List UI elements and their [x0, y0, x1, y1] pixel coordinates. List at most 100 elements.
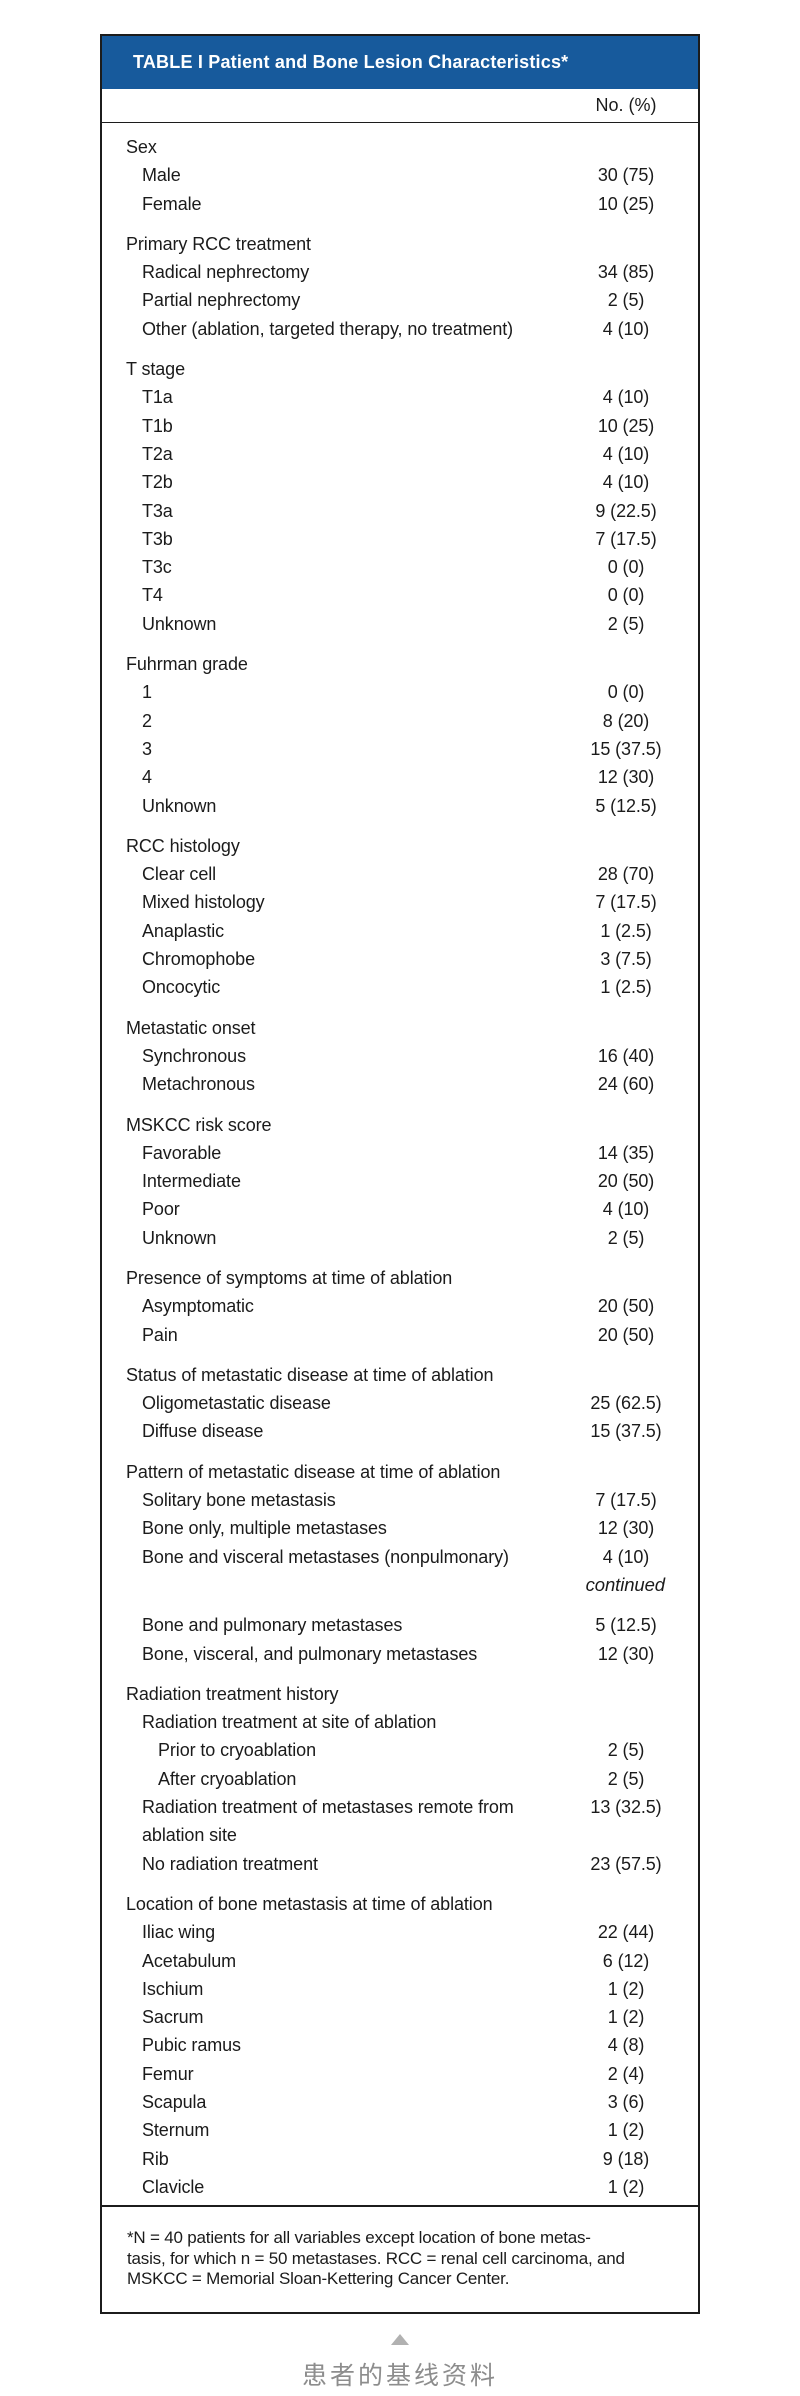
row-value: 10 (25): [597, 193, 655, 214]
section-label: MSKCC risk score: [126, 1114, 272, 1135]
row-value: 5 (12.5): [595, 795, 657, 816]
section-row: Status of metastatic disease at time of …: [102, 1361, 698, 1389]
row-value: 2 (5): [607, 1227, 645, 1248]
row-label: Pubic ramus: [142, 2035, 241, 2056]
section-label: Sex: [126, 137, 157, 157]
row-label: T3b: [142, 528, 173, 549]
table-row: Unknown 5 (12.5): [102, 792, 698, 820]
row-label: Femur: [142, 2063, 194, 2084]
row-value: 4 (10): [602, 472, 650, 493]
row-value: 3 (6): [607, 2092, 645, 2112]
section-label: Presence of symptoms at time of ablation: [126, 1267, 453, 1288]
row-value: 7 (17.5): [595, 892, 657, 913]
table-row: Male 30 (75): [102, 161, 698, 189]
table-row: T2b 4 (10): [102, 468, 698, 496]
row-value: 4 (10): [602, 1546, 650, 1567]
table-row: Anaplastic 1 (2.5): [102, 917, 698, 945]
table-card: TABLE I Patient and Bone Lesion Characte…: [100, 34, 700, 2314]
section-row: Radiation treatment history: [102, 1680, 698, 1708]
table-row: Bone and visceral metastases (nonpulmona…: [102, 1543, 698, 1571]
row-label: Iliac wing: [142, 1922, 216, 1943]
table-row: Synchronous 16 (40): [102, 1042, 698, 1070]
row-value: 2 (4): [607, 2063, 645, 2084]
row-label: Poor: [142, 1199, 180, 1220]
section-label: Metastatic onset: [126, 1017, 256, 1038]
row-value: 20 (50): [597, 1171, 655, 1192]
row-value: 24 (60): [597, 1074, 655, 1095]
row-label: After cryoablation: [158, 1768, 297, 1789]
row-value: 12 (30): [597, 767, 655, 788]
table-row: 1 0 (0): [102, 678, 698, 706]
table-row: Partial nephrectomy 2 (5): [102, 286, 698, 314]
table-row: No radiation treatment 23 (57.5): [102, 1850, 698, 1878]
row-label: Oncocytic: [142, 977, 221, 998]
row-label: Clear cell: [142, 864, 217, 885]
table-row: Rib 9 (18): [102, 2145, 698, 2173]
row-label: Anaplastic: [142, 920, 225, 941]
figure-caption: 患者的基线资料: [0, 2333, 800, 2392]
row-label: T1b: [142, 415, 173, 436]
table-row: 3 15 (37.5): [102, 735, 698, 763]
table-row: Radiation treatment of metastases remote…: [102, 1793, 698, 1850]
row-value: 1 (2): [607, 2007, 645, 2028]
table-body: Sex Male 30 (75) Female 10 (25) Primary RCC t…: [102, 123, 698, 2205]
section-row: T stage: [102, 355, 698, 383]
row-label: T2a: [142, 443, 173, 464]
table-row: Chromophobe 3 (7.5): [102, 945, 698, 973]
row-value: 2 (5): [607, 613, 645, 634]
row-value: 1 (2.5): [600, 977, 652, 998]
table-row: Metachronous 24 (60): [102, 1070, 698, 1098]
collapse-arrow-icon[interactable]: [391, 2333, 409, 2345]
row-value: 2 (5): [607, 1740, 645, 1761]
row-label: No radiation treatment: [142, 1853, 318, 1874]
row-label: Chromophobe: [142, 949, 255, 970]
row-label: Sternum: [142, 2120, 210, 2141]
section-label: T stage: [126, 359, 186, 380]
row-label: 3: [142, 738, 152, 759]
section-row: RCC histology: [102, 832, 698, 860]
table-row: Radiation treatment at site of ablation: [102, 1708, 698, 1736]
row-value: 30 (75): [597, 165, 655, 186]
footnote-line: MSKCC = Memorial Sloan-Kettering Cancer …: [127, 2269, 510, 2289]
table-row: Clear cell 28 (70): [102, 860, 698, 888]
table-title-bar: TABLE I Patient and Bone Lesion Characte…: [102, 36, 698, 89]
row-value: 23 (57.5): [590, 1853, 662, 1874]
section-label: Primary RCC treatment: [126, 233, 311, 254]
row-label: Scapula: [142, 2092, 207, 2112]
section-row: Pattern of metastatic disease at time of…: [102, 1458, 698, 1486]
table-row: Clavicle 1 (2): [102, 2173, 698, 2201]
row-label: Bone only, multiple metastases: [142, 1518, 387, 1539]
section-row: Fuhrman grade: [102, 650, 698, 678]
row-label: Radiation treatment at site of ablation: [142, 1712, 437, 1733]
table-row: Bone, visceral, and pulmonary metastases…: [102, 1640, 698, 1668]
table-row: Oligometastatic disease 25 (62.5): [102, 1389, 698, 1417]
table-row: T4 0 (0): [102, 581, 698, 609]
row-value: 3 (7.5): [600, 949, 652, 970]
row-value: 9 (22.5): [595, 500, 657, 521]
row-value: 8 (20): [602, 710, 650, 731]
section-row: Metastatic onset: [102, 1014, 698, 1042]
section-label: Location of bone metastasis at time of a…: [126, 1893, 493, 1914]
row-label: 4: [142, 767, 152, 788]
row-value: 20 (50): [597, 1296, 655, 1317]
footnote-line: *N = 40 patients for all variables excep…: [127, 2228, 591, 2248]
row-value: 2 (5): [607, 1768, 645, 1789]
row-label: Radiation treatment of metastases remote…: [142, 1797, 514, 1846]
row-label: Rib: [142, 2148, 169, 2169]
table-row: Femur 2 (4): [102, 2060, 698, 2088]
row-label: Favorable: [142, 1142, 222, 1163]
table-row: Unknown 2 (5): [102, 610, 698, 638]
row-label: Radical nephrectomy: [142, 262, 310, 283]
footnote-line: tasis, for which n = 50 metastases. RCC …: [127, 2248, 625, 2268]
row-value: 4 (10): [602, 1199, 650, 1220]
row-label: T3a: [142, 500, 173, 521]
table-row: Bone only, multiple metastases 12 (30): [102, 1514, 698, 1542]
row-label: Synchronous: [142, 1045, 246, 1066]
section-label: Radiation treatment history: [126, 1683, 339, 1704]
table-row: Unknown 2 (5): [102, 1224, 698, 1252]
row-label: T1a: [142, 387, 173, 408]
row-value: 5 (12.5): [595, 1615, 657, 1636]
row-label: Diffuse disease: [142, 1421, 264, 1442]
table-row: Intermediate 20 (50): [102, 1167, 698, 1195]
table-row: T3a 9 (22.5): [102, 497, 698, 525]
